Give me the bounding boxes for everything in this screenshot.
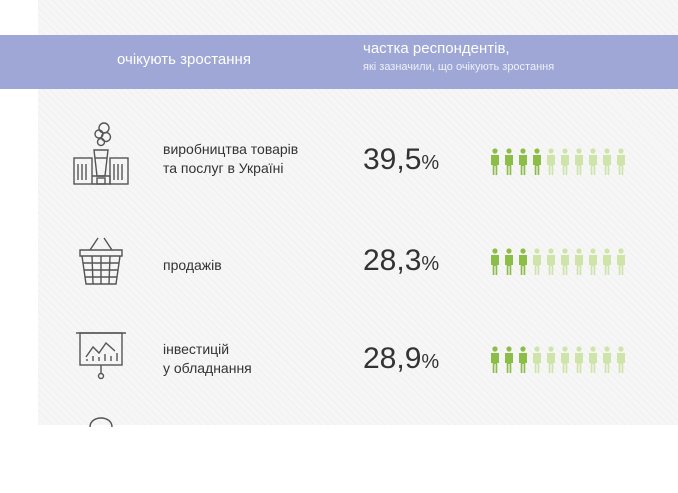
person-icon-empty <box>547 148 555 175</box>
presentation-chart-icon <box>68 323 134 389</box>
people-pictogram <box>488 248 628 278</box>
row-label-line: виробництва товарів <box>163 141 299 157</box>
person-icon-filled <box>491 248 499 275</box>
person-icon-filled <box>505 148 513 175</box>
person-icon-empty <box>575 148 583 175</box>
person-icon-empty <box>603 248 611 275</box>
row-investment: інвестицій у обладнання 28,9% <box>0 323 678 403</box>
person-icon-filled <box>533 148 541 175</box>
row-label-line: та послуг в Україні <box>163 160 284 176</box>
person-icon-empty <box>533 346 541 373</box>
person-icon-filled <box>505 346 513 373</box>
person-icon-empty <box>533 248 541 275</box>
person-icon-filled <box>491 148 499 175</box>
person-icon-empty <box>575 346 583 373</box>
row-label: інвестицій у обладнання <box>163 340 252 378</box>
person-icon-empty <box>617 148 625 175</box>
row-sales: продажів 28,3% <box>0 232 678 312</box>
value-number: 28,9 <box>363 342 422 375</box>
person-icon-filled <box>519 248 527 275</box>
header-share-subtitle: які зазначили, що очікують зростання <box>363 61 555 73</box>
people-svg <box>491 248 625 275</box>
people-pictogram <box>488 148 628 178</box>
row-label-line: продажів <box>163 257 222 273</box>
people-pictogram <box>488 346 628 376</box>
partial-icon <box>68 413 134 479</box>
header-respondent-share: частка респондентів, які зазначили, що о… <box>363 40 554 74</box>
person-icon-empty <box>561 248 569 275</box>
person-icon-filled <box>519 346 527 373</box>
person-icon-empty <box>589 248 597 275</box>
factory-icon <box>68 118 134 185</box>
row-partial <box>0 413 678 493</box>
person-icon-empty <box>575 248 583 275</box>
person-icon-empty <box>547 248 555 275</box>
table-header: очікують зростання частка респондентів, … <box>0 35 678 89</box>
row-label-line: інвестицій <box>163 341 230 357</box>
person-icon-empty <box>603 148 611 175</box>
person-icon-empty <box>589 148 597 175</box>
row-value: 28,3% <box>363 244 439 278</box>
row-production: виробництва товарів та послуг в Україні … <box>0 118 678 198</box>
person-icon-filled <box>519 148 527 175</box>
row-value: 28,9% <box>363 342 439 376</box>
row-label: продажів <box>163 256 222 275</box>
percent-sign: % <box>421 152 440 174</box>
value-number: 28,3 <box>363 244 422 277</box>
row-label: виробництва товарів та послуг в Україні <box>163 140 298 178</box>
row-value: 39,5% <box>363 143 439 177</box>
person-icon-empty <box>561 148 569 175</box>
person-icon-empty <box>547 346 555 373</box>
person-icon-empty <box>561 346 569 373</box>
shopping-basket-icon <box>68 232 134 298</box>
person-icon-filled <box>505 248 513 275</box>
percent-sign: % <box>421 351 440 373</box>
people-svg <box>491 346 625 373</box>
people-svg <box>491 148 625 175</box>
person-icon-empty <box>617 248 625 275</box>
person-icon-empty <box>589 346 597 373</box>
person-icon-empty <box>603 346 611 373</box>
header-expect-growth: очікують зростання <box>117 51 251 68</box>
row-label-line: у обладнання <box>163 360 252 376</box>
header-share-title: частка респондентів, <box>363 40 510 57</box>
percent-sign: % <box>421 253 440 275</box>
person-icon-empty <box>617 346 625 373</box>
person-icon-filled <box>491 346 499 373</box>
value-number: 39,5 <box>363 143 422 176</box>
